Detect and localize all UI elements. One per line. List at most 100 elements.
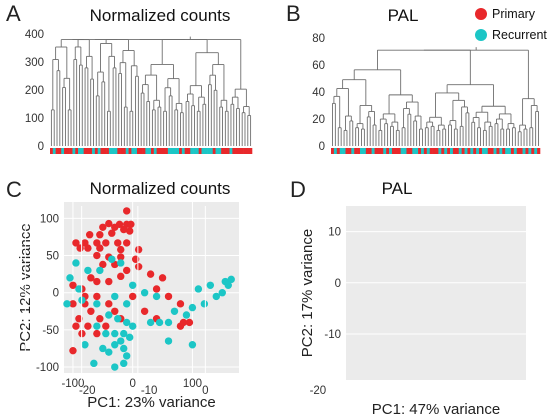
primary-sample-point [87,274,95,282]
panel-a-title: Normalized counts [90,6,231,25]
primary-sample-point [117,272,125,281]
panel-c-y-tick-label: -100 [36,362,59,374]
primary-sample-point [179,318,188,327]
sample-strip-cell-primary [212,148,216,154]
primary-sample-point [108,229,116,237]
primary-sample-point [111,307,119,315]
primary-sample-point [134,245,143,254]
sample-strip-cell-primary [94,148,98,154]
sample-strip-cell-recurrent [333,148,338,154]
sample-strip-cell-primary [66,148,70,154]
primary-sample-point [128,292,137,301]
sample-strip-cell-primary [249,148,253,154]
sample-strip-cell-primary [406,148,410,154]
recurrent-sample-point [108,255,116,263]
sample-strip-cell-primary [165,148,169,154]
panel-b-title: PAL [388,6,419,25]
recurrent-sample-point [120,344,128,353]
sample-strip-cell-primary [103,148,107,154]
primary-sample-point [99,223,107,231]
panel-d-x-tick-label: 0 [202,385,208,397]
sample-strip-cell-recurrent [522,148,526,154]
panel-label-b: B [286,1,301,26]
primary-sample-point [96,244,104,252]
sample-strip-cell-primary [409,148,413,154]
sample-strip-cell-primary [159,148,163,154]
sample-strip-cell-primary [58,148,62,154]
primary-sample-point [87,307,95,315]
recurrent-sample-point [128,281,137,289]
a-y-tick-label: 0 [38,141,44,153]
sample-strip-cell-primary [223,148,228,154]
sample-strip-cell-recurrent [52,148,56,154]
recurrent-sample-point [227,275,235,284]
recurrent-sample-point [194,285,203,293]
recurrent-sample-point [200,300,209,308]
sample-strip-cell-primary [455,148,460,154]
sample-strip-cell-recurrent [458,148,462,154]
sample-strip-cell-recurrent [215,148,219,154]
sample-strip-cell-primary [69,148,73,154]
sample-strip-cell-primary [357,148,361,154]
recurrent-sample-point [212,292,221,301]
sample-strip-cell-primary [496,148,500,154]
recurrent-sample-point [206,281,215,289]
sample-strip-cell-primary [537,148,541,154]
sample-strip-cell-recurrent [360,148,364,154]
primary-sample-point [93,277,101,286]
panel-c-x-tick-label: 100 [183,378,202,390]
primary-sample-point [120,225,128,234]
sample-strip-cell-recurrent [371,148,375,154]
panel-a-dendrogram: 400 300 200 100 0 [25,29,253,154]
sample-strip-cell-primary [83,148,87,154]
sample-strip-cell-primary [394,148,399,154]
sample-strip-cell-primary [50,148,54,154]
panel-d-y-axis-label: PC2: 17% variance [299,229,316,357]
sample-strip-cell-recurrent [125,148,129,154]
primary-sample-point [99,260,107,269]
sample-strip-cell-primary [136,148,141,154]
sample-strip-cell-primary [237,148,242,154]
recurrent-sample-point [96,266,104,275]
panel-c-x-tick-label: -100 [61,378,84,390]
sample-strip-cell-recurrent [207,148,211,154]
b-y-tick-label: 80 [312,33,325,45]
primary-sample-point [105,300,113,308]
sample-strip-cell-recurrent [173,148,177,154]
primary-sample-point [84,244,92,252]
sample-strip-cell-primary [336,148,341,154]
sample-strip-cell-recurrent [389,148,393,154]
sample-strip-cell-primary [221,148,225,154]
sample-strip-cell-primary [151,148,155,154]
sample-strip-cell-recurrent [426,148,430,154]
sample-strip-cell-primary [423,148,428,154]
panel-c-title: Normalized counts [90,179,231,198]
sample-strip-cell-recurrent [505,148,509,154]
b-y-tick-label: 60 [312,60,325,72]
sample-strip-cell-recurrent [97,148,101,154]
primary-sample-point [158,274,167,282]
legend-primary-marker [475,8,487,20]
a-y-tick-label: 400 [25,29,44,41]
sample-strip-cell-recurrent [153,148,157,154]
sample-strip-cell-primary [473,148,477,154]
panel-d-x-axis-label: PC1: 47% variance [372,401,500,417]
sample-strip-cell-primary [198,148,202,154]
primary-sample-point [146,270,155,278]
primary-sample-point [72,322,80,330]
sample-strip-cell-primary [75,148,79,154]
primary-sample-point [123,207,131,215]
sample-strip-cell-recurrent [61,148,65,154]
sample-strip-cell-recurrent [167,148,171,154]
sample-strip-cell-primary [345,148,349,154]
primary-sample-point [185,318,194,327]
primary-sample-point [117,253,125,261]
sample-strip-cell-recurrent [362,148,367,154]
panel-c-y-tick-label: 50 [46,251,59,263]
sample-strip-cell-primary [243,148,247,154]
primary-sample-point [96,315,104,323]
sample-strip-cell-recurrent [438,148,442,154]
primary-sample-point [85,231,94,239]
sample-strip-cell-primary [435,148,439,154]
sample-strip-cell-recurrent [400,148,404,154]
